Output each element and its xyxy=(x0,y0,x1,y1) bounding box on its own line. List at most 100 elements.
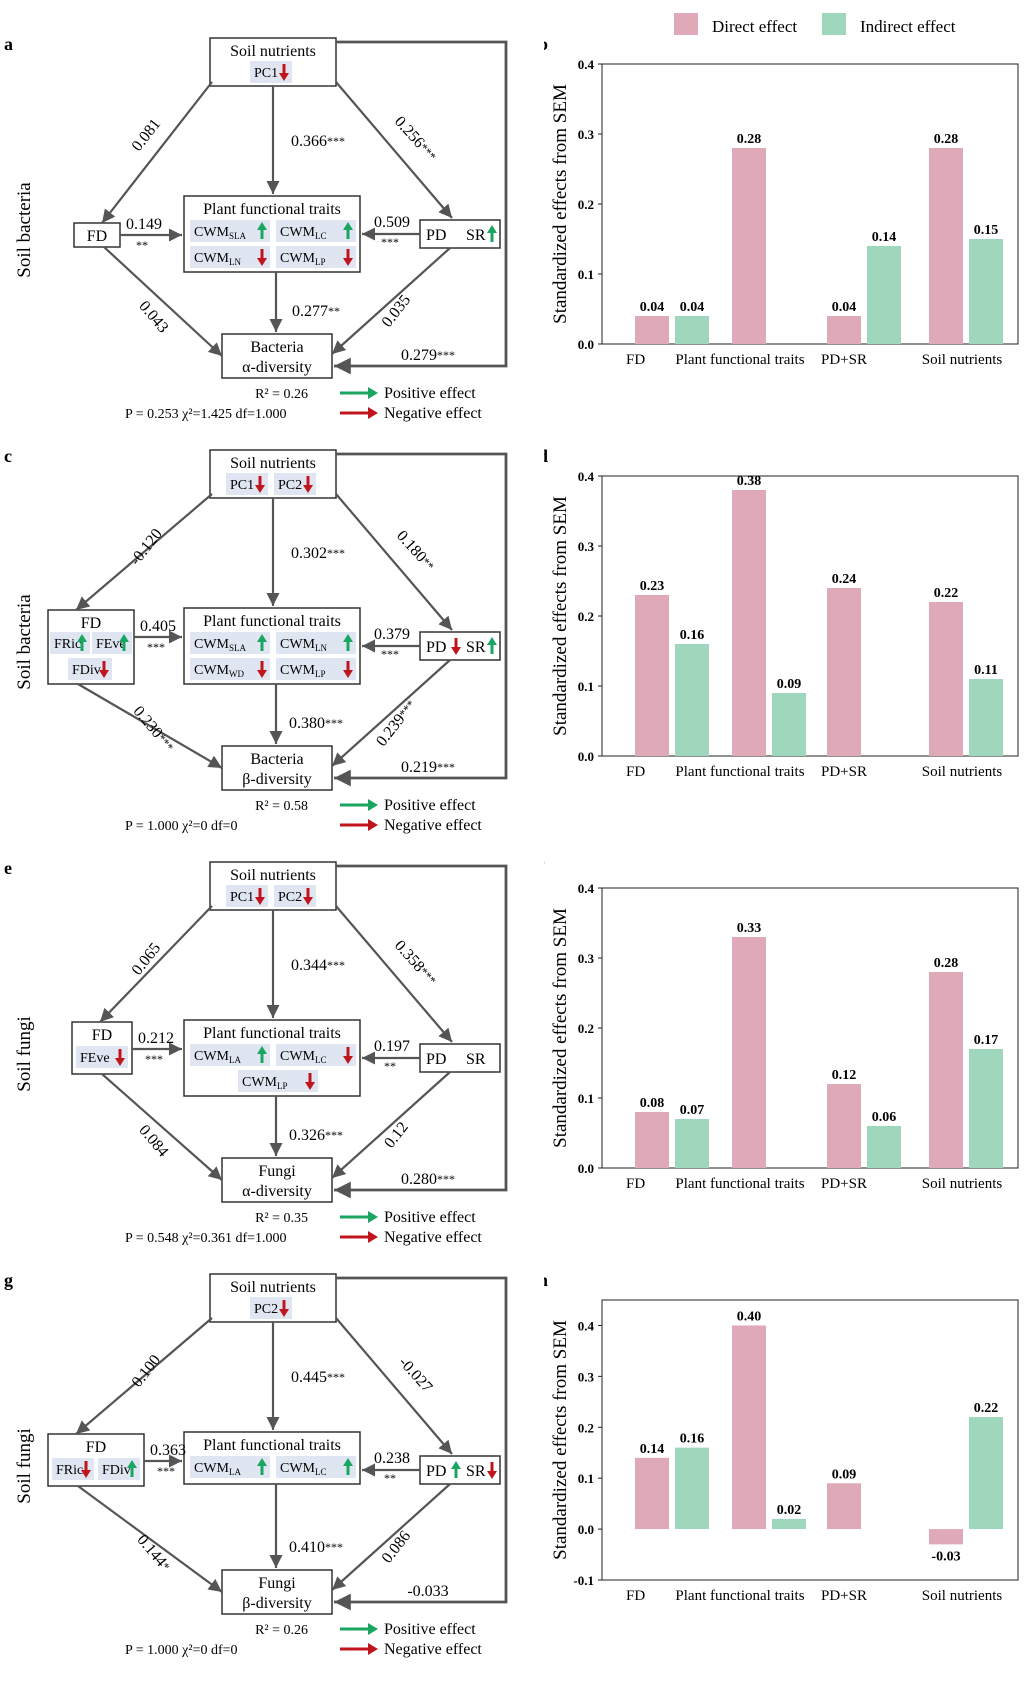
down-arrow-icon xyxy=(257,661,267,678)
chip-label: FRic xyxy=(54,637,81,652)
chip-background xyxy=(190,632,270,654)
chip-background xyxy=(276,1044,356,1066)
bar-value-label: 0.38 xyxy=(737,474,762,489)
chip-label: CWMLC xyxy=(280,1461,327,1477)
arrow-fd-response xyxy=(101,1073,223,1181)
significance-stars: *** xyxy=(417,965,439,988)
chip-background xyxy=(190,658,270,680)
node-box xyxy=(221,1569,333,1615)
up-arrow-icon xyxy=(343,222,353,239)
side-label: Soil bacteria xyxy=(14,594,35,690)
chip-label: FDiv xyxy=(72,663,101,678)
x-category-label: Plant functional traits xyxy=(675,1176,804,1192)
significance-stars: *** xyxy=(325,716,343,730)
chip-background xyxy=(68,658,112,680)
coef-nutrients-fd: 0.065 xyxy=(129,940,165,979)
chip-label: CWMLP xyxy=(280,663,326,679)
soil-nutrients-node: Soil nutrients PC1 xyxy=(209,37,337,87)
node-box xyxy=(419,1455,501,1485)
y-tick-label: 0.0 xyxy=(578,749,594,764)
variable-chip: CWMLC xyxy=(276,1044,356,1066)
y-tick-label: 0.0 xyxy=(578,1522,594,1537)
chip-background xyxy=(226,885,268,907)
up-arrow-icon xyxy=(451,1461,461,1478)
significance-stars: ** xyxy=(328,304,340,318)
coef-pft-response: 0.410*** xyxy=(289,1539,343,1556)
panel-letter: f xyxy=(544,858,545,878)
node-title: Soil nutrients xyxy=(230,1279,316,1296)
bar-value-label: 0.04 xyxy=(680,300,705,315)
significance-stars: *** xyxy=(396,697,418,720)
panel-letter: d xyxy=(544,446,548,466)
bar-value-label: 0.02 xyxy=(777,1503,802,1518)
response-node: Fungi α-diversity xyxy=(221,1157,333,1203)
response-subtitle: α-diversity xyxy=(242,1183,312,1200)
up-arrow-icon xyxy=(257,222,267,239)
variable-chip: FRic xyxy=(50,632,90,654)
x-category-label: Soil nutrients xyxy=(922,1176,1003,1192)
bar-value-label: 0.04 xyxy=(640,300,665,315)
variable-chip: CWMLA xyxy=(190,1044,270,1066)
sign-legend: Positive effect Negative effect xyxy=(340,385,482,422)
response-title: Fungi xyxy=(258,1163,296,1180)
coef-fd-pft: 0.405 xyxy=(140,618,176,635)
bar-value-label: 0.28 xyxy=(934,132,959,147)
bar-value-label: 0.23 xyxy=(640,579,665,594)
y-tick-label: 0.0 xyxy=(578,1161,594,1176)
coef-fd-pft-significance: *** xyxy=(157,1464,175,1478)
coef-nutrients-fd: -0.120 xyxy=(127,526,166,569)
bar-value-label: 0.14 xyxy=(872,230,897,245)
response-title: Fungi xyxy=(258,1575,296,1592)
up-arrow-icon xyxy=(127,1460,137,1477)
significance-stars: *** xyxy=(437,1172,455,1186)
node-title: Soil nutrients xyxy=(230,43,316,60)
plant-functional-traits-node: Plant functional traits CWMLA CWMLC CWMLP xyxy=(183,1019,361,1097)
bar-value-label: 0.40 xyxy=(737,1309,762,1324)
arrow-nutrients-fd xyxy=(101,81,213,224)
soil-nutrients-node: Soil nutrients PC1 PC2 xyxy=(209,861,337,911)
side-label: Soil fungi xyxy=(14,1428,35,1503)
functional-diversity-node: FD xyxy=(73,222,121,248)
down-arrow-icon xyxy=(343,1047,353,1064)
coef-fd-pft: 0.363 xyxy=(150,1442,186,1459)
phylogenetic-diversity-label: PD xyxy=(426,1463,446,1480)
panel-letter: c xyxy=(4,446,12,466)
variable-chip: CWMLP xyxy=(276,658,356,680)
sign-legend: Positive effect Negative effect xyxy=(340,1209,482,1246)
down-arrow-icon xyxy=(451,638,461,655)
response-node: Bacteria β-diversity xyxy=(221,745,333,791)
variable-chip: CWMLA xyxy=(190,1456,270,1478)
sem-diagram-c: c Soil bacteria Soil nutrients PC1 PC2 FDFRic… xyxy=(4,446,508,834)
coef-sr-pft: 0.238 xyxy=(374,1450,410,1467)
arrow-nutrients-fd xyxy=(99,905,213,1023)
variable-chip: CWMLN xyxy=(190,246,270,268)
bar-value-label: 0.17 xyxy=(974,1033,999,1048)
coef-sr-pft-significance: ** xyxy=(384,1059,396,1073)
coef-nutrients-sr: 0.358*** xyxy=(391,937,440,989)
y-tick-label: 0.4 xyxy=(578,881,595,896)
bar-direct xyxy=(635,1457,669,1530)
x-category-label: PD+SR xyxy=(821,1176,867,1192)
coef-nutrients-response: 0.280*** xyxy=(401,1171,455,1188)
down-arrow-icon xyxy=(303,476,313,493)
chip-background xyxy=(276,220,356,242)
up-arrow-icon xyxy=(343,634,353,651)
positive-effect-label: Positive effect xyxy=(384,385,476,402)
arrow-nutrients-response xyxy=(334,864,508,1199)
x-category-label: Soil nutrients xyxy=(922,764,1003,780)
node-title: FD xyxy=(81,615,101,632)
up-arrow-icon xyxy=(257,1458,267,1475)
up-arrow-icon xyxy=(487,637,497,654)
arrow-nutrients-fd xyxy=(75,493,213,611)
variable-chip: PC1 xyxy=(226,885,268,907)
node-title: Plant functional traits xyxy=(203,1437,341,1454)
arrow-sr-response xyxy=(331,247,451,355)
response-node: Fungi β-diversity xyxy=(221,1569,333,1615)
chip-subscript: LP xyxy=(277,1081,288,1091)
bar-direct xyxy=(635,316,669,344)
bar-indirect xyxy=(675,1447,709,1530)
negative-arrowhead xyxy=(368,407,378,419)
y-tick-label: 0.3 xyxy=(578,539,595,554)
